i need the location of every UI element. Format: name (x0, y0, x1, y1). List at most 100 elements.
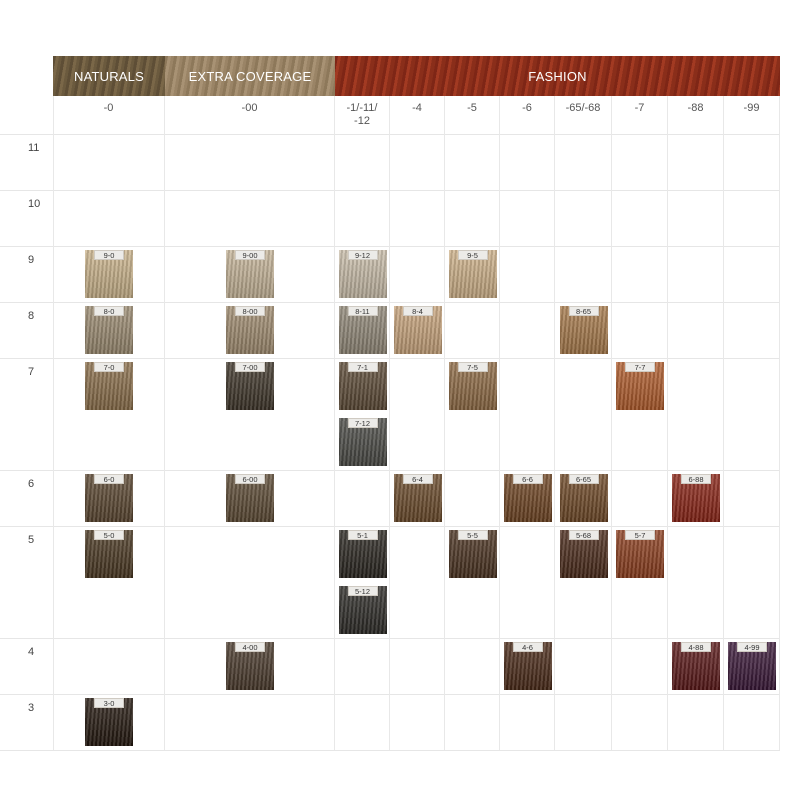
swatch: 7-00 (226, 362, 274, 410)
swatch: 7-0 (85, 362, 133, 410)
swatch-label: 6-88 (681, 474, 711, 484)
row-divider (0, 694, 780, 695)
group-header: FASHION (335, 56, 780, 96)
swatch-label: 8-65 (568, 306, 599, 316)
swatch-label: 4-6 (512, 642, 543, 652)
swatch: 6-65 (559, 474, 608, 522)
swatch: 4-6 (503, 642, 552, 690)
column-header: -4 (390, 96, 445, 134)
swatch: 5-68 (559, 530, 608, 578)
swatch: 9-5 (448, 250, 497, 298)
column-divider (389, 96, 390, 750)
row-divider (0, 246, 780, 247)
swatch-label: 6-00 (235, 474, 265, 484)
row-divider (0, 470, 780, 471)
row-divider (0, 302, 780, 303)
row-divider (0, 190, 780, 191)
column-divider (334, 96, 335, 750)
swatch: 6-6 (503, 474, 552, 522)
swatch: 7-5 (448, 362, 497, 410)
row-label: 5 (28, 534, 35, 546)
swatch: 8-4 (393, 306, 442, 354)
column-divider (667, 96, 668, 750)
column-header: -0 (53, 96, 165, 134)
swatch: 8-0 (85, 306, 133, 354)
column-header: -65/-68 (555, 96, 612, 134)
swatch-label: 7-7 (625, 362, 655, 372)
column-header: -88 (668, 96, 724, 134)
column-divider (164, 96, 165, 750)
swatch: 9-12 (338, 250, 387, 298)
column-header: -7 (612, 96, 668, 134)
row-label: 9 (28, 254, 35, 266)
swatch-label: 6-4 (402, 474, 433, 484)
swatch-label: 5-0 (94, 530, 124, 540)
row-label: 4 (28, 646, 35, 658)
swatch-label: 5-5 (457, 530, 488, 540)
group-header: NATURALS (53, 56, 165, 96)
row-divider (0, 526, 780, 527)
column-header: -5 (445, 96, 500, 134)
swatch: 5-7 (616, 530, 664, 578)
row-divider (0, 134, 780, 135)
row-label: 11 (28, 142, 40, 154)
group-header: EXTRA COVERAGE (165, 56, 335, 96)
swatch: 8-00 (226, 306, 274, 354)
column-divider (554, 96, 555, 750)
column-divider (499, 96, 500, 750)
row-label: 6 (28, 478, 35, 490)
swatch: 9-00 (226, 250, 274, 298)
row-label: 7 (28, 366, 35, 378)
swatch: 4-00 (226, 642, 274, 690)
row-divider (0, 750, 780, 751)
swatch-label: 7-00 (235, 362, 265, 372)
swatch-label: 4-99 (737, 642, 767, 652)
column-header: -99 (724, 96, 780, 134)
row-label: 3 (28, 702, 35, 714)
swatch: 6-00 (226, 474, 274, 522)
swatch-label: 9-00 (235, 250, 265, 260)
swatch-label: 7-5 (457, 362, 488, 372)
swatch-label: 9-0 (94, 250, 124, 260)
swatch-label: 6-0 (94, 474, 124, 484)
swatch-label: 8-00 (235, 306, 265, 316)
swatch-label: 8-0 (94, 306, 124, 316)
swatch: 6-0 (85, 474, 133, 522)
swatch-label: 6-65 (568, 474, 599, 484)
swatch: 7-1 (338, 362, 387, 410)
column-header: -6 (500, 96, 555, 134)
column-divider (444, 96, 445, 750)
swatch-label: 7-12 (347, 418, 378, 428)
swatch: 5-5 (448, 530, 497, 578)
column-divider (53, 96, 54, 750)
swatch-label: 7-0 (94, 362, 124, 372)
swatch-label: 9-5 (457, 250, 488, 260)
column-divider (779, 96, 780, 750)
swatch-label: 8-4 (402, 306, 433, 316)
swatch-label: 8-11 (347, 306, 378, 316)
swatch: 7-7 (616, 362, 664, 410)
row-divider (0, 358, 780, 359)
swatch: 4-88 (672, 642, 720, 690)
swatch-label: 3-0 (94, 698, 124, 708)
swatch: 6-88 (672, 474, 720, 522)
row-label: 10 (28, 198, 41, 210)
swatch-label: 9-12 (347, 250, 378, 260)
swatch-label: 5-12 (347, 586, 378, 596)
swatch: 8-65 (559, 306, 608, 354)
swatch: 4-99 (728, 642, 776, 690)
swatch: 9-0 (85, 250, 133, 298)
swatch: 5-1 (338, 530, 387, 578)
swatch-label: 7-1 (347, 362, 378, 372)
column-divider (611, 96, 612, 750)
swatch-label: 5-68 (568, 530, 599, 540)
swatch: 3-0 (85, 698, 133, 746)
swatch: 7-12 (338, 418, 387, 466)
swatch-label: 4-00 (235, 642, 265, 652)
swatch: 5-12 (338, 586, 387, 634)
column-header: -1/-11/-12 (335, 96, 390, 134)
row-label: 8 (28, 310, 35, 322)
swatch-label: 5-7 (625, 530, 655, 540)
